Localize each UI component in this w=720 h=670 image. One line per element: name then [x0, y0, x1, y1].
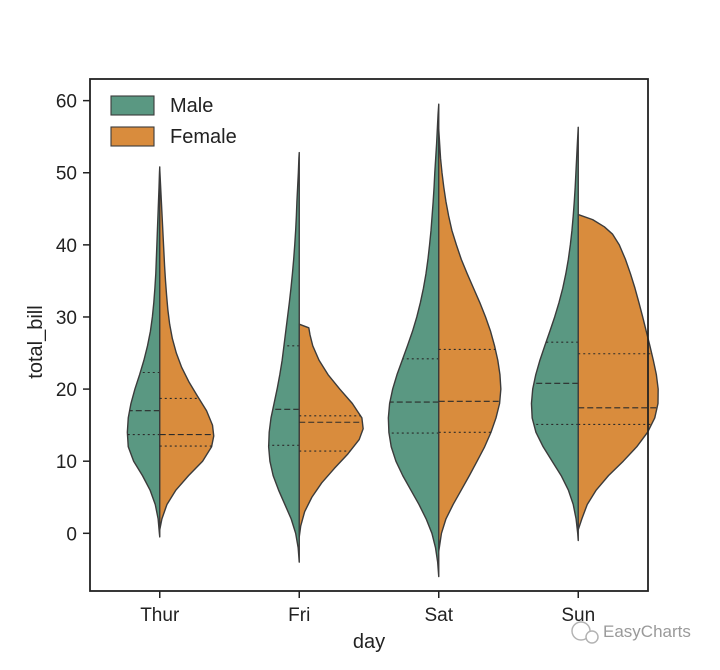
violin-male-sat: [387, 103, 440, 578]
violin-female-thur: [159, 168, 215, 531]
plot-border: [89, 78, 649, 592]
y-tick-label-0: 0: [66, 524, 77, 545]
y-tick-label-10: 10: [56, 452, 77, 473]
legend-swatch-female: [110, 126, 155, 147]
y-tick-label-20: 20: [56, 380, 77, 401]
x-axis-label: day: [353, 631, 385, 653]
violin-female-sun: [577, 213, 659, 531]
y-axis-label: total_bill: [25, 305, 47, 378]
y-axis: 0 10 20 30 40 50 60: [56, 92, 90, 545]
x-axis: Thur Fri Sat Sun: [140, 591, 595, 626]
violin-male-sun: [530, 126, 579, 542]
chat-bubble-icon-small: [585, 630, 599, 644]
watermark-text: EasyCharts: [603, 622, 691, 641]
legend-label-male: Male: [170, 95, 213, 117]
y-tick-label-30: 30: [56, 308, 77, 329]
x-tick-label-sun: Sun: [561, 605, 595, 626]
x-tick-label-fri: Fri: [288, 605, 310, 626]
y-tick-label-60: 60: [56, 92, 77, 113]
y-tick-label-50: 50: [56, 164, 77, 185]
legend: Male Female: [110, 95, 237, 148]
violin-male-thur: [126, 166, 161, 538]
plot-frame: [89, 78, 649, 592]
x-tick-label-thur: Thur: [140, 605, 180, 626]
violins-layer: [126, 103, 659, 578]
violin-male-fri: [267, 151, 300, 563]
x-tick-label-sat: Sat: [424, 605, 453, 626]
watermark: EasyCharts: [571, 621, 691, 644]
violin-female-fri: [298, 323, 364, 538]
violin-female-sat: [438, 128, 502, 553]
legend-swatch-male: [110, 95, 155, 116]
legend-label-female: Female: [170, 126, 237, 148]
y-tick-label-40: 40: [56, 236, 77, 257]
